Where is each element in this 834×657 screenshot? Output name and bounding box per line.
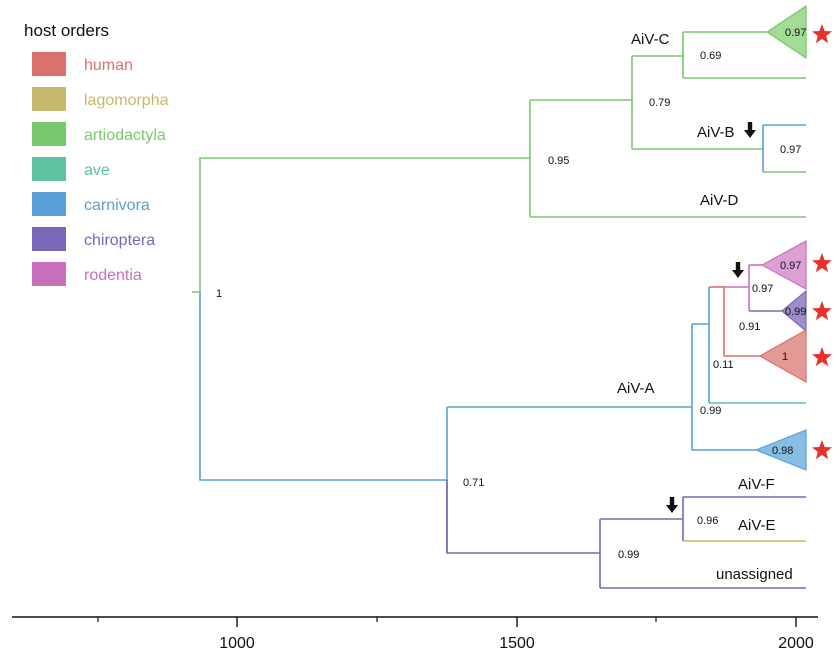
axis-tick-label-2000: 2000: [778, 635, 814, 652]
star-icon: [812, 253, 832, 273]
legend-item-rodentia: rodentia: [32, 262, 142, 286]
legend: host orders human lagomorpha artiodactyl…: [24, 21, 169, 286]
legend-label-artiodactyla: artiodactyla: [84, 127, 166, 144]
axis-tick-label-1000: 1000: [219, 635, 255, 652]
legend-item-ave: ave: [32, 157, 110, 181]
support-aiv-cb: 0.79: [649, 97, 670, 109]
clade-label-aiv-a: AiV-A: [617, 380, 655, 397]
legend-item-carnivora: carnivora: [32, 192, 150, 216]
clade-label-unassigned: unassigned: [716, 566, 793, 583]
support-carnivora-collapsed: 0.98: [772, 445, 793, 457]
support-green-clade: 0.95: [548, 155, 569, 167]
legend-item-artiodactyla: artiodactyla: [32, 122, 166, 146]
clade-label-aiv-d: AiV-D: [700, 192, 739, 209]
support-root: 1: [216, 288, 222, 300]
support-aiv-ef: 0.96: [697, 515, 718, 527]
support-aiv-a-inner: 0.11: [713, 359, 734, 371]
branch-root-upper: [199, 157, 530, 292]
collapsed-clade-chiroptera: 0.99: [781, 289, 807, 333]
support-values: 1 0.95 0.79 0.69 0.97 0.71 0.99 0.11 0.9…: [216, 50, 801, 561]
collapsed-clade-aiv-c: 0.97: [765, 4, 807, 60]
legend-swatch-human: [32, 52, 66, 76]
star-icon: [812, 301, 832, 321]
clade-label-aiv-b: AiV-B: [697, 124, 735, 141]
support-aiv-c-collapsed: 0.97: [785, 27, 806, 39]
collapsed-triangle-aiv-c: [765, 4, 807, 60]
legend-label-lagomorpha: lagomorpha: [84, 92, 169, 109]
support-rodent-bat: 0.97: [752, 283, 773, 295]
axis-tick-label-1500: 1500: [499, 635, 535, 652]
legend-label-human: human: [84, 57, 133, 74]
legend-swatch-ave: [32, 157, 66, 181]
branch-to-purple: [446, 480, 600, 554]
time-axis: 1000 1500 2000: [12, 616, 818, 652]
support-aiv-c-inner: 0.69: [700, 50, 721, 62]
collapsed-triangle-carnivora: [754, 429, 807, 471]
tree-branches: [192, 31, 806, 589]
star-icon: [812, 440, 832, 460]
support-rodentia-collapsed: 0.97: [780, 260, 801, 272]
clade-labels: AiV-C AiV-B AiV-D AiV-A AiV-F AiV-E unas…: [617, 31, 793, 583]
clade-label-aiv-f: AiV-F: [738, 476, 775, 493]
legend-label-rodentia: rodentia: [84, 267, 142, 284]
branch-root-lower: [199, 292, 447, 481]
collapsed-clade-rodentia: 0.97: [760, 239, 807, 291]
support-aiv-a: 0.99: [700, 405, 721, 417]
support-aiv-efu: 0.99: [618, 549, 639, 561]
legend-swatch-rodentia: [32, 262, 66, 286]
arrow-down-icon: [732, 262, 744, 278]
arrow-markers: [666, 122, 756, 513]
collapsed-clade-human: 1: [758, 328, 807, 384]
star-markers: [812, 24, 832, 460]
support-chiroptera-collapsed: 0.99: [785, 306, 806, 318]
legend-label-ave: ave: [84, 162, 110, 179]
legend-item-chiroptera: chiroptera: [32, 227, 155, 251]
clade-label-aiv-e: AiV-E: [738, 517, 776, 534]
collapsed-clade-carnivora: 0.98: [754, 429, 807, 471]
legend-item-lagomorpha: lagomorpha: [32, 87, 169, 111]
support-rodent-bat-human: 0.91: [739, 321, 760, 333]
support-human-collapsed: 1: [782, 351, 788, 363]
legend-swatch-carnivora: [32, 192, 66, 216]
clade-label-aiv-c: AiV-C: [631, 31, 670, 48]
legend-label-carnivora: carnivora: [84, 197, 150, 214]
star-icon: [812, 24, 832, 44]
legend-title: host orders: [24, 21, 109, 40]
legend-swatch-lagomorpha: [32, 87, 66, 111]
arrow-down-icon: [666, 497, 678, 513]
support-blue-purple: 0.71: [463, 477, 484, 489]
star-icon: [812, 347, 832, 367]
collapsed-triangle-rodentia: [760, 239, 807, 291]
legend-swatch-chiroptera: [32, 227, 66, 251]
collapsed-triangle-chiroptera: [781, 289, 807, 333]
legend-swatch-artiodactyla: [32, 122, 66, 146]
collapsed-clades: 0.97 0.97 0.99 1 0.98: [754, 4, 807, 471]
arrow-down-icon: [744, 122, 756, 138]
support-aiv-b: 0.97: [780, 144, 801, 156]
legend-item-human: human: [32, 52, 133, 76]
collapsed-triangle-human: [758, 328, 807, 384]
legend-label-chiroptera: chiroptera: [84, 232, 155, 249]
